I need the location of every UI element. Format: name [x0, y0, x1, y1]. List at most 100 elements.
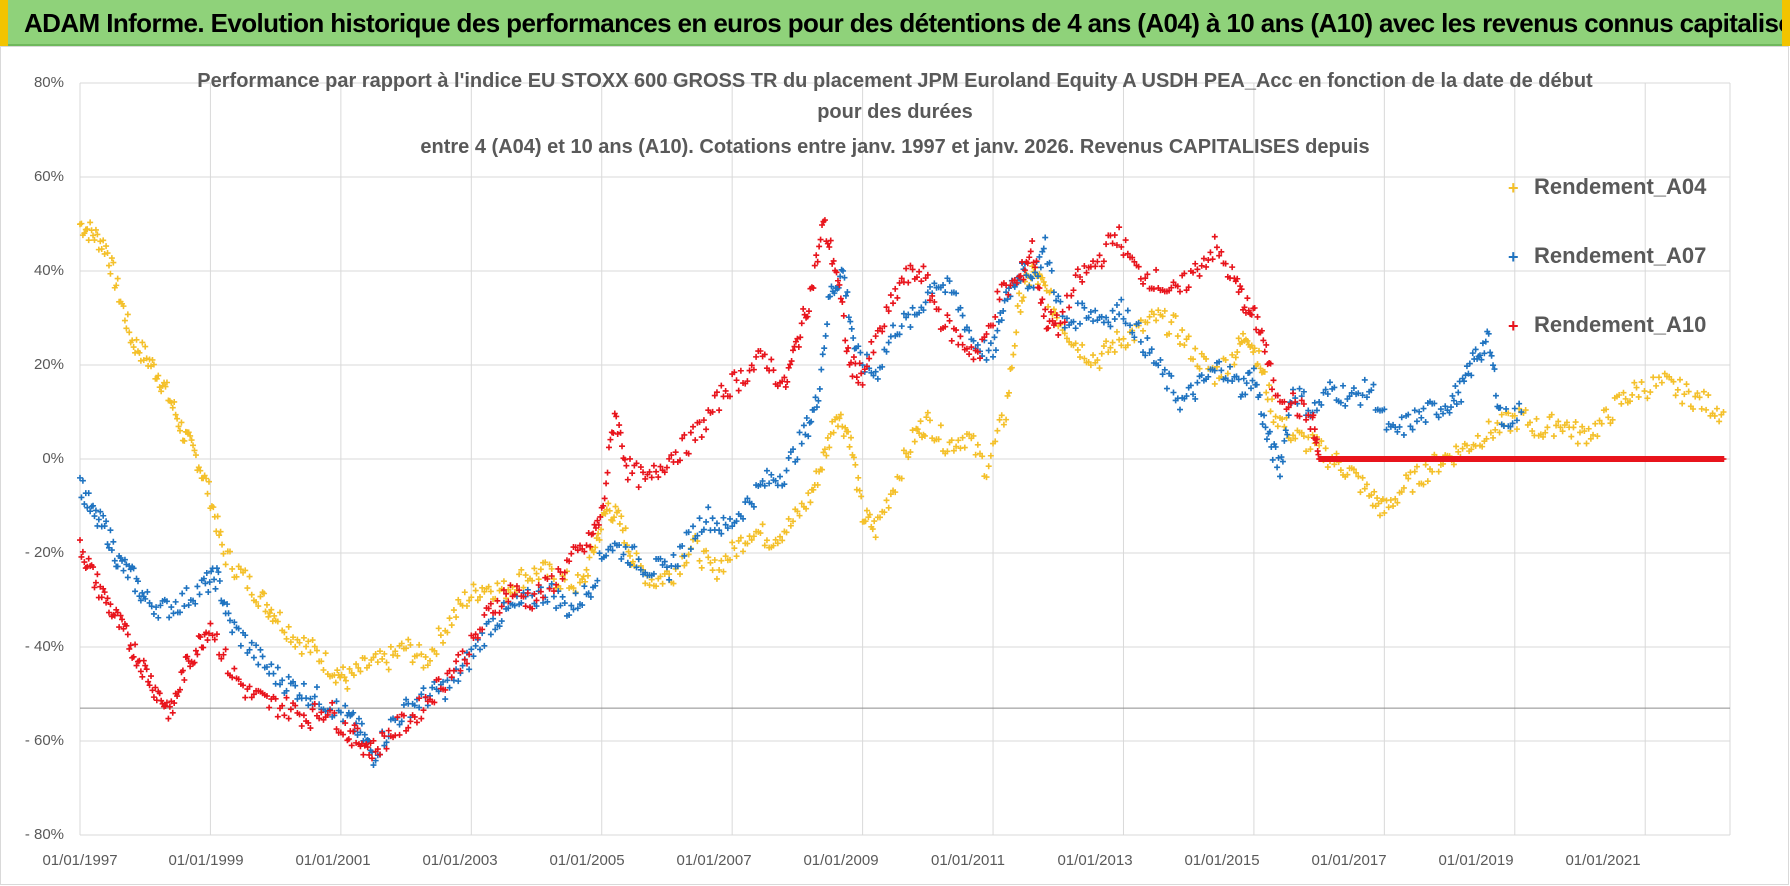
data-point: [209, 632, 216, 639]
data-point: [722, 521, 729, 528]
data-point: [1177, 406, 1183, 413]
data-point: [646, 468, 653, 475]
data-point: [1677, 376, 1683, 383]
data-point: [1144, 271, 1151, 278]
data-point: [887, 491, 894, 498]
data-point: [859, 381, 866, 388]
data-point: [309, 706, 316, 713]
data-point: [287, 706, 294, 713]
data-point: [603, 552, 610, 559]
data-point: [204, 637, 211, 644]
data-point: [1279, 458, 1286, 465]
data-point: [1416, 408, 1423, 415]
data-point: [177, 427, 183, 434]
data-point: [220, 550, 227, 557]
data-point: [1533, 415, 1540, 422]
data-point: [683, 559, 690, 566]
data-point: [503, 590, 510, 597]
data-point: [842, 424, 849, 431]
data-point: [1100, 258, 1107, 265]
data-point: [866, 511, 873, 518]
data-point: [1196, 365, 1203, 372]
data-point: [722, 553, 729, 560]
data-point: [403, 696, 410, 703]
data-point: [1135, 263, 1142, 270]
data-point: [222, 561, 229, 568]
banner-right-accent: [1782, 0, 1790, 46]
data-point: [1170, 279, 1177, 286]
data-point: [511, 591, 518, 598]
data-point: [1039, 296, 1046, 303]
data-point: [179, 590, 186, 597]
data-point: [924, 271, 931, 278]
data-point: [568, 602, 575, 609]
data-point: [537, 588, 544, 595]
data-point: [946, 278, 953, 285]
data-point: [1379, 496, 1386, 503]
data-point: [500, 599, 507, 606]
data-point: [244, 649, 251, 656]
data-point: [202, 580, 209, 587]
data-point: [516, 571, 523, 578]
data-point: [511, 602, 518, 609]
data-point: [1494, 419, 1501, 426]
data-point: [1100, 343, 1107, 350]
data-point: [148, 603, 155, 610]
data-point: [574, 605, 581, 612]
x-tick-label: 01/01/1999: [168, 852, 244, 869]
data-point: [811, 262, 818, 269]
data-point: [1694, 390, 1701, 397]
data-point: [334, 667, 341, 674]
data-point: [1029, 275, 1036, 282]
series-Rendement_A07: [77, 234, 1525, 769]
data-point: [342, 720, 349, 727]
data-point: [422, 653, 429, 660]
data-point: [1032, 269, 1039, 276]
data-point: [1400, 484, 1407, 491]
data-point: [946, 317, 953, 324]
data-point: [1013, 329, 1020, 336]
data-point: [784, 378, 791, 385]
data-point: [890, 300, 897, 307]
data-point: [540, 599, 547, 606]
data-point: [761, 482, 768, 489]
data-point: [1411, 407, 1418, 414]
data-point: [870, 349, 877, 356]
data-point: [283, 687, 290, 694]
data-point: [149, 356, 156, 363]
data-point: [685, 529, 692, 536]
data-point: [1113, 328, 1120, 335]
data-point: [1029, 238, 1036, 245]
data-point: [227, 617, 233, 624]
data-point: [581, 548, 588, 555]
data-point: [169, 709, 176, 716]
data-point: [1420, 405, 1427, 412]
data-point: [1581, 428, 1588, 435]
data-point: [307, 695, 314, 702]
data-point: [1257, 365, 1264, 372]
data-point: [1563, 419, 1570, 426]
data-point: [868, 338, 875, 345]
data-point: [1037, 264, 1044, 271]
data-point: [533, 570, 540, 577]
data-point: [635, 556, 642, 563]
data-point: [718, 557, 725, 564]
data-point: [959, 341, 966, 348]
data-point: [87, 508, 94, 515]
data-point: [1487, 429, 1494, 436]
data-point: [107, 270, 114, 277]
data-point: [783, 529, 790, 536]
data-point: [972, 451, 979, 458]
data-point: [342, 677, 349, 684]
data-point: [162, 383, 169, 390]
data-point: [1122, 237, 1129, 244]
data-point: [787, 361, 794, 368]
data-point: [1129, 254, 1136, 261]
data-point: [587, 593, 594, 600]
data-point: [400, 701, 407, 708]
data-point: [440, 639, 447, 646]
data-point: [1363, 394, 1370, 401]
data-point: [1159, 313, 1166, 320]
data-point: [898, 323, 905, 330]
chart-title-line-1: Performance par rapport à l'indice EU ST…: [197, 70, 1593, 92]
